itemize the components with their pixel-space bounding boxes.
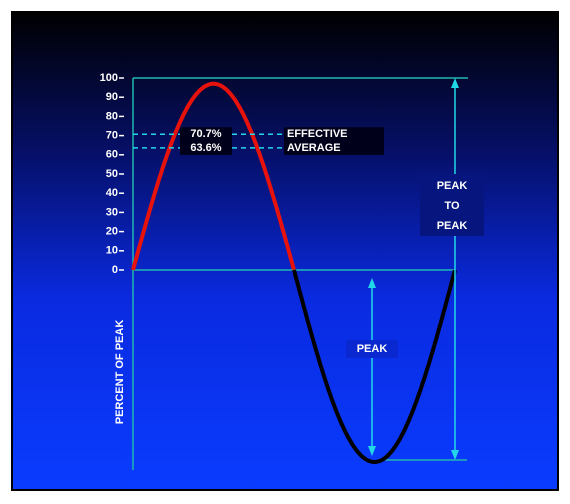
drawing: 0 10 20 30 40 50 60 70 80 90 100 70.7% EFFECTIVE 63.6… (100, 72, 484, 470)
level-name: EFFECTIVE (287, 128, 348, 140)
peak-to-peak-arrow-head (451, 450, 459, 460)
tick-label: 20 (106, 226, 118, 238)
tick-label: 10 (106, 245, 118, 257)
label-bg (420, 174, 484, 236)
panel (11, 11, 559, 491)
level-label: 70.7% (190, 128, 221, 140)
label-bg (180, 127, 232, 142)
peak-to-peak-label: TO (444, 200, 460, 212)
tick-label: 80 (106, 110, 118, 122)
peak-to-peak-label: PEAK (437, 220, 468, 232)
tick-label: 70 (106, 130, 118, 142)
peak-arrow-head (368, 446, 376, 456)
negative-half (292, 269, 457, 464)
label-bg (284, 127, 384, 142)
axis-label: PERCENT OF PEAK (114, 320, 126, 425)
level-name: AVERAGE (287, 142, 341, 154)
tick-label: 50 (106, 168, 118, 180)
label-bg (346, 340, 398, 358)
tick-label: 30 (106, 206, 118, 218)
peak-to-peak-label: PEAK (437, 180, 468, 192)
level-label: 63.6% (190, 142, 221, 154)
peak-arrow-head (368, 278, 376, 288)
tick-label: 0 (112, 264, 118, 276)
label-bg (284, 140, 384, 155)
tick-label: 90 (106, 91, 118, 103)
tick-label: 60 (106, 149, 118, 161)
peak-to-peak-arrow-head (451, 78, 459, 88)
peak-label: PEAK (357, 343, 388, 355)
tick-label: 40 (106, 187, 118, 199)
positive-half (131, 81, 296, 271)
label-bg (180, 140, 232, 155)
tick-label: 100 (100, 72, 118, 84)
